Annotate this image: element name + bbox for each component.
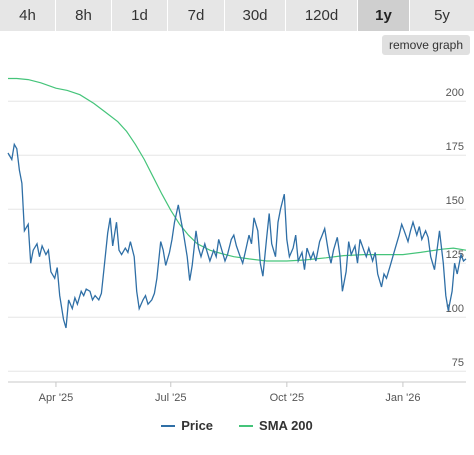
- legend-label-sma-200: SMA 200: [259, 418, 313, 433]
- tab-5y[interactable]: 5y: [410, 0, 474, 31]
- grid-lines: [8, 100, 466, 372]
- y-tick-label: 125: [446, 249, 464, 261]
- legend-item-sma-200[interactable]: SMA 200: [239, 418, 313, 433]
- tab-4h[interactable]: 4h: [0, 0, 56, 31]
- legend-swatch-sma-200: [239, 424, 254, 427]
- legend-label-price: Price: [181, 418, 214, 433]
- y-tick-label: 200: [446, 87, 464, 99]
- y-tick-label: 175: [446, 141, 464, 153]
- price-chart: 75 100 125 150 175 200 Apr '25 Jul '25 Oct '25 Ja…: [7, 77, 467, 404]
- tab-1y[interactable]: 1y: [358, 0, 410, 31]
- tab-30d[interactable]: 30d: [225, 0, 286, 31]
- y-tick-label: 100: [446, 303, 464, 315]
- range-tabs: 4h 8h 1d 7d 30d 120d 1y 5y: [0, 0, 474, 31]
- y-tick-label: 150: [446, 195, 464, 207]
- tab-120d[interactable]: 120d: [286, 0, 358, 31]
- tab-1d[interactable]: 1d: [112, 0, 168, 31]
- legend-swatch-price: [161, 424, 176, 427]
- axis-ticks: 75 100 125 150 175 200 Apr '25 Jul '25 Oct '25 Ja…: [8, 87, 466, 404]
- x-tick-label: Jul '25: [155, 392, 186, 404]
- tab-7d[interactable]: 7d: [168, 0, 225, 31]
- remove-graph-button[interactable]: remove graph: [381, 35, 470, 55]
- series-line-sma-200: [8, 77, 467, 262]
- x-tick-label: Jan '26: [385, 392, 420, 404]
- y-tick-label: 75: [452, 357, 464, 369]
- tab-8h[interactable]: 8h: [56, 0, 112, 31]
- legend: Price SMA 200: [0, 418, 474, 433]
- x-tick-label: Oct '25: [270, 392, 305, 404]
- legend-item-price[interactable]: Price: [161, 418, 213, 433]
- x-tick-label: Apr '25: [39, 392, 74, 404]
- series-line-price: [7, 142, 467, 329]
